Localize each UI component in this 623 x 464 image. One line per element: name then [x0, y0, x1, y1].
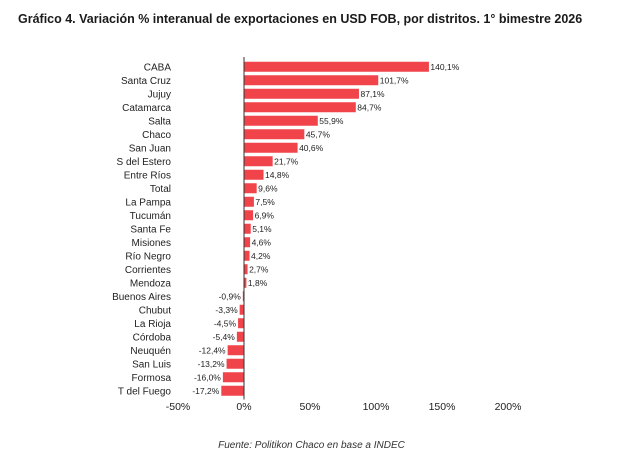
category-label: La Rioja — [134, 319, 171, 330]
value-label: 84,7% — [357, 102, 382, 112]
bar — [244, 115, 318, 126]
value-label: 140,1% — [430, 62, 459, 72]
category-label: La Pampa — [125, 197, 171, 208]
value-label: -16,0% — [194, 372, 221, 382]
category-label: Santa Cruz — [121, 76, 171, 87]
bar — [244, 250, 250, 261]
bar — [244, 264, 248, 275]
x-tick-label: -50% — [166, 401, 191, 413]
bar — [239, 304, 244, 315]
value-label: 9,6% — [258, 183, 278, 193]
x-tick-label: 150% — [429, 401, 456, 413]
category-label: San Juan — [129, 143, 171, 154]
bar — [221, 385, 244, 396]
value-label: 40,6% — [299, 143, 324, 153]
category-label: Tucumán — [130, 211, 171, 222]
value-label: 5,1% — [252, 224, 272, 234]
value-label: 4,6% — [252, 237, 272, 247]
bar — [226, 358, 244, 369]
category-label: Salta — [148, 116, 171, 127]
bar — [244, 196, 254, 207]
value-label: 45,7% — [306, 129, 331, 139]
bar — [244, 142, 298, 153]
bar — [244, 169, 264, 180]
source-note: Fuente: Politikon Chaco en base a INDEC — [218, 440, 405, 451]
bar — [244, 88, 359, 99]
bar — [242, 291, 244, 302]
category-label: T del Fuego — [118, 386, 172, 397]
bar — [236, 331, 244, 342]
bar — [244, 129, 305, 140]
bar — [244, 237, 251, 248]
value-label: -17,2% — [192, 386, 219, 396]
value-label: -4,5% — [214, 318, 237, 328]
category-label: Misiones — [132, 238, 171, 249]
value-label: 6,9% — [255, 210, 275, 220]
x-tick-label: 100% — [363, 401, 390, 413]
bar — [244, 210, 254, 221]
value-label: -3,3% — [215, 305, 238, 315]
bar — [244, 102, 356, 113]
category-label: Corrientes — [125, 265, 171, 276]
value-label: 55,9% — [319, 116, 344, 126]
category-label: Catamarca — [122, 103, 171, 114]
category-label: Córdoba — [133, 332, 172, 343]
value-label: -13,2% — [198, 359, 225, 369]
category-label: S del Estero — [117, 157, 172, 168]
category-label: CABA — [144, 62, 172, 73]
value-label: 87,1% — [360, 89, 385, 99]
value-label: -0,9% — [219, 291, 242, 301]
bar — [244, 61, 429, 72]
bar — [244, 183, 257, 194]
category-label: Total — [150, 184, 171, 195]
value-label: -5,4% — [213, 332, 236, 342]
value-label: 14,8% — [265, 170, 290, 180]
category-label: Neuquén — [130, 346, 171, 357]
value-label: -12,4% — [199, 345, 226, 355]
chart-title: Gráfico 4. Variación % interanual de exp… — [18, 12, 583, 26]
bar — [244, 75, 379, 86]
category-label: Chubut — [139, 305, 171, 316]
bar — [244, 277, 247, 288]
value-label: 21,7% — [274, 156, 299, 166]
value-label: 1,8% — [248, 278, 268, 288]
x-tick-label: 200% — [495, 401, 522, 413]
bar — [244, 156, 273, 167]
bar-chart: CABA 140,1% Santa Cruz 101,7% Jujuy 87,1% Cata… — [112, 57, 522, 413]
category-label: Chaco — [142, 130, 171, 141]
bar — [227, 345, 244, 356]
bar — [244, 223, 251, 234]
value-label: 7,5% — [255, 197, 275, 207]
category-label: Mendoza — [130, 278, 172, 289]
value-label: 101,7% — [380, 75, 409, 85]
x-tick-label: 0% — [236, 401, 251, 413]
x-tick-label: 50% — [299, 401, 320, 413]
value-label: 2,7% — [249, 264, 269, 274]
category-label: Buenos Aires — [112, 292, 171, 303]
category-label: Santa Fe — [130, 224, 171, 235]
category-label: Entre Ríos — [124, 170, 171, 181]
bar — [238, 318, 244, 329]
category-label: Jujuy — [148, 89, 171, 100]
category-label: San Luis — [132, 359, 171, 370]
category-label: Formosa — [132, 373, 172, 384]
value-label: 4,2% — [251, 251, 271, 261]
bar — [222, 372, 244, 383]
category-label: Río Negro — [125, 251, 171, 262]
